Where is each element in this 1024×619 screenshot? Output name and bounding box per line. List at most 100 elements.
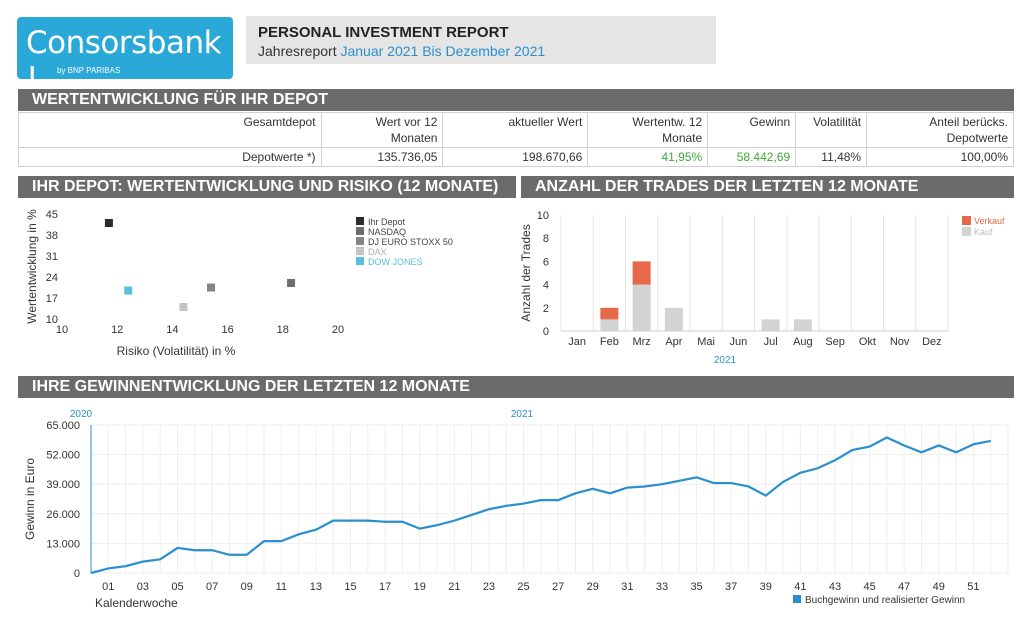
y-tick-label: 13.000 xyxy=(46,538,80,550)
bar-segment xyxy=(632,261,651,285)
report-header: PERSONAL INVESTMENT REPORT Jahresreport … xyxy=(246,16,716,64)
cell-gain: 58.442,69 xyxy=(707,147,797,167)
scatter-point xyxy=(207,283,216,292)
table-header-row: Gesamtdepot Wert vor 12 Monaten aktuelle… xyxy=(18,112,1014,148)
legend-label: Buchgewinn und realisierter Gewinn xyxy=(805,595,965,606)
y-tick-label: 17 xyxy=(46,293,58,305)
y-tick-label: 38 xyxy=(46,230,58,242)
x-tick-label: 14 xyxy=(166,324,178,336)
x-tick-label: 47 xyxy=(898,581,910,593)
y-axis-label: Wertentwicklung in % xyxy=(25,209,39,324)
legend-label: Verkauf xyxy=(974,216,1005,226)
x-tick-label: 09 xyxy=(241,581,253,593)
x-tick-label: Nov xyxy=(890,336,910,348)
col-header-volatility: Volatilität xyxy=(795,112,868,148)
x-tick-label: 19 xyxy=(414,581,426,593)
legend-swatch xyxy=(356,227,364,235)
legend-swatch xyxy=(356,237,364,245)
x-tick-label: 13 xyxy=(310,581,322,593)
bar-segment xyxy=(761,319,780,331)
gain-line xyxy=(90,436,991,575)
x-tick-label: 41 xyxy=(794,581,806,593)
x-axis-label: Risiko (Volatilität) in % xyxy=(117,344,236,358)
x-tick-label: 17 xyxy=(379,581,391,593)
report-subtitle-prefix: Jahresreport xyxy=(258,43,337,59)
x-tick-label: 21 xyxy=(448,581,460,593)
legend-swatch xyxy=(962,227,971,236)
y-tick-label: 10 xyxy=(537,210,549,222)
x-tick-label: 49 xyxy=(933,581,945,593)
y-tick-label: 10 xyxy=(46,314,58,326)
consorsbank-logo: Consorsbank ! by BNP PARIBAS xyxy=(17,17,233,97)
y-tick-label: 2 xyxy=(543,303,549,315)
col-header-performance: Wertentw. 12 Monate xyxy=(587,112,709,148)
x-tick-label: 39 xyxy=(760,581,772,593)
report-period: Januar 2021 Bis Dezember 2021 xyxy=(340,43,546,59)
x-tick-label: 07 xyxy=(206,581,218,593)
y-axis-label: Anzahl der Trades xyxy=(521,224,533,321)
logo-subline: by BNP PARIBAS xyxy=(57,66,121,75)
table-row: Depotwerte *) 135.736,05 198.670,66 41,9… xyxy=(18,147,1014,167)
cell-share: 100,00% xyxy=(866,147,1014,167)
year-label: 2021 xyxy=(511,409,534,420)
bar-segment xyxy=(632,284,651,331)
y-tick-label: 52.000 xyxy=(46,450,80,462)
risk-scatter-chart: 10 17 24 31 38 45 10 12 14 16 18 20 Wertentwicklung … xyxy=(25,209,453,358)
section-title-performance: WERTENTWICKLUNG FÜR IHR DEPOT xyxy=(18,89,1014,111)
y-tick-label: 8 xyxy=(543,233,549,245)
x-tick-label: 31 xyxy=(621,581,633,593)
legend-label: NASDAQ xyxy=(368,227,406,237)
col-header-share: Anteil berücks. Depotwerte xyxy=(866,112,1014,148)
x-tick-label: Mrz xyxy=(632,336,650,348)
x-tick-label: 20 xyxy=(332,324,344,336)
bar-segment xyxy=(664,307,683,331)
y-tick-label: 26.000 xyxy=(46,509,80,521)
y-tick-label: 45 xyxy=(46,209,58,221)
x-tick-label: 51 xyxy=(967,581,979,593)
y-tick-label: 6 xyxy=(543,256,549,268)
legend-label: DJ EURO STOXX 50 xyxy=(368,237,453,247)
y-tick-label: 0 xyxy=(74,568,80,580)
x-tick-label: 27 xyxy=(552,581,564,593)
x-tick-label: Jan xyxy=(568,336,586,348)
gain-line-chart: 2020 2021 0 13.000 26.000 39.000 52.000 65.000 0… xyxy=(23,409,1009,610)
legend-swatch xyxy=(793,595,801,603)
year-label: 2020 xyxy=(70,409,93,420)
col-header-value-before: Wert vor 12 Monaten xyxy=(320,112,444,148)
x-tick-label: Mai xyxy=(697,336,715,348)
legend-swatch xyxy=(356,247,364,255)
scatter-point xyxy=(287,279,296,287)
x-tick-label: 23 xyxy=(483,581,495,593)
row-label: Depotwerte *) xyxy=(18,147,322,167)
x-tick-label: 03 xyxy=(137,581,149,593)
scatter-point xyxy=(124,286,133,295)
bar-segment xyxy=(793,319,812,331)
legend-swatch xyxy=(962,216,971,225)
legend-swatch xyxy=(356,217,364,225)
section-title-gain: IHRE GEWINNENTWICKLUNG DER LETZTEN 12 MO… xyxy=(18,376,1014,398)
x-tick-label: 43 xyxy=(829,581,841,593)
x-tick-label: 05 xyxy=(171,581,183,593)
x-axis-label: Kalenderwoche xyxy=(95,596,178,610)
x-tick-label: Sep xyxy=(825,336,845,348)
legend-label: Kauf xyxy=(974,227,993,237)
y-tick-label: 4 xyxy=(543,280,549,292)
x-tick-label: Dez xyxy=(922,336,942,348)
logo-wordmark: Consorsbank ! xyxy=(26,25,222,97)
col-header-gain: Gewinn xyxy=(707,112,797,148)
cell-current-value: 198.670,66 xyxy=(442,147,589,167)
scatter-point xyxy=(104,219,113,227)
section-title-risk: IHR DEPOT: WERTENTWICKLUNG UND RISIKO (1… xyxy=(18,176,516,198)
x-tick-label: Aug xyxy=(793,336,813,348)
y-tick-label: 31 xyxy=(46,251,58,263)
x-tick-label: 15 xyxy=(344,581,356,593)
col-header-current-value: aktueller Wert xyxy=(442,112,589,148)
x-tick-label: 33 xyxy=(656,581,668,593)
x-tick-label: 18 xyxy=(277,324,289,336)
x-tick-label: Jul xyxy=(764,336,778,348)
section-title-trades: ANZAHL DER TRADES DER LETZTEN 12 MONATE xyxy=(521,176,1014,198)
x-tick-label: 01 xyxy=(102,581,114,593)
x-tick-label: Feb xyxy=(600,336,619,348)
x-tick-label: 10 xyxy=(56,324,68,336)
trades-bar-chart: 0 2 4 6 8 10 Jan Feb Mrz Apr Mai Jun Jul Aug Sep Okt Nov… xyxy=(521,210,1005,366)
